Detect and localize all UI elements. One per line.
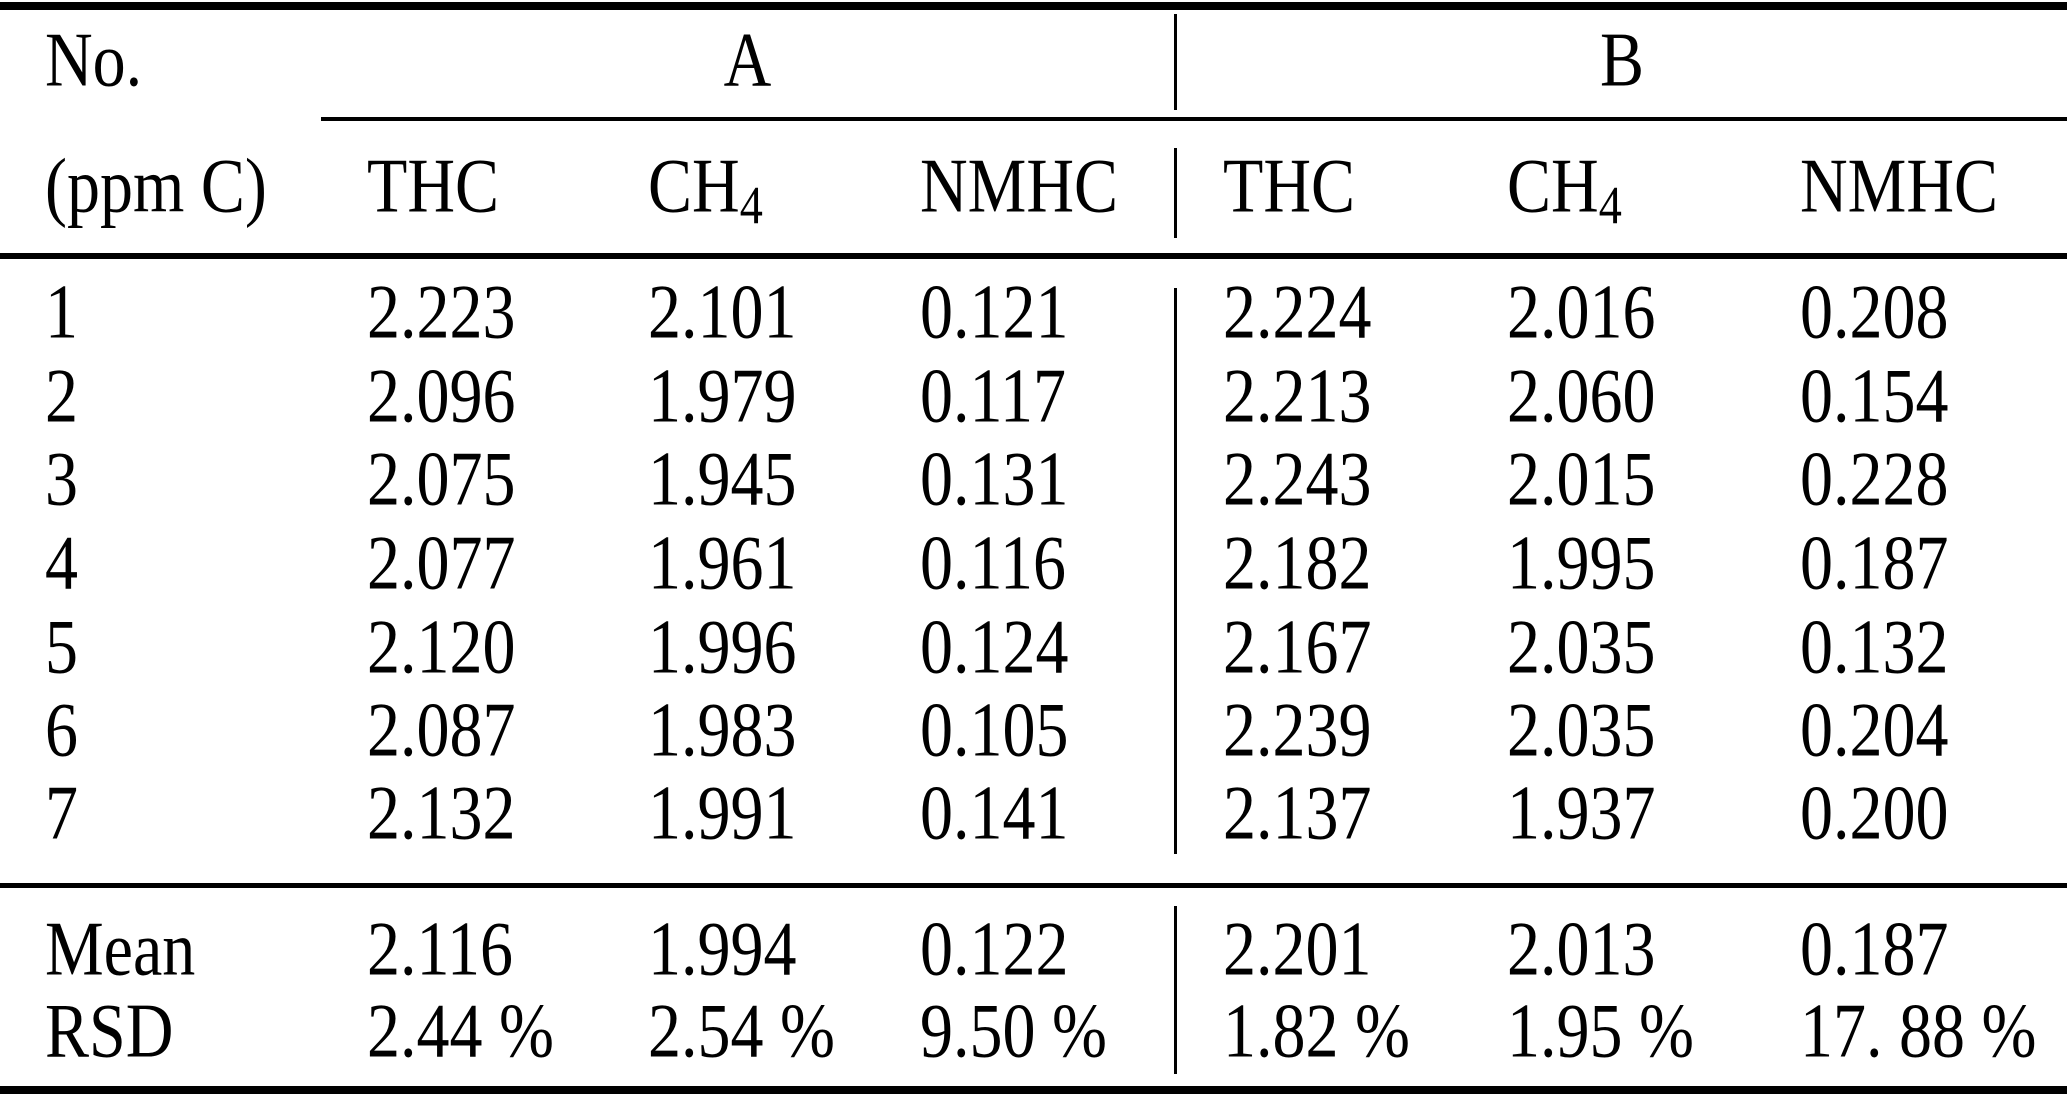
cell-b-nmhc: 17. 88 %	[1800, 988, 2037, 1075]
table-row: 3 2.075 1.945 0.131 2.243 2.015 0.228	[0, 437, 2067, 522]
col-header-ch4-b: CH4	[1507, 139, 1622, 235]
cell-b-ch4: 2.016	[1507, 269, 1656, 356]
rsd-row: RSD 2.44 % 2.54 % 9.50 % 1.82 % 1.95 % 1…	[0, 989, 2067, 1074]
header-bottom-rule	[0, 253, 2067, 259]
cell-a-ch4: 2.54 %	[648, 988, 835, 1075]
cell-b-ch4: 2.013	[1507, 906, 1656, 993]
cell-no: 3	[45, 436, 78, 523]
cell-b-ch4: 2.035	[1507, 687, 1656, 774]
cell-a-ch4: 1.945	[648, 436, 797, 523]
cell-b-ch4: 1.95 %	[1507, 988, 1694, 1075]
table-row: 7 2.132 1.991 0.141 2.137 1.937 0.200	[0, 771, 2067, 856]
cell-b-nmhc: 0.208	[1800, 269, 1949, 356]
cell-no: 1	[45, 269, 78, 356]
cell-no: 2	[45, 353, 78, 440]
col-header-nmhc-a: NMHC	[920, 143, 1119, 230]
cell-no: 5	[45, 604, 78, 691]
cell-a-thc: 2.096	[367, 353, 516, 440]
cell-a-ch4: 1.961	[648, 520, 797, 607]
cell-b-thc: 2.224	[1223, 269, 1372, 356]
cell-b-nmhc: 0.187	[1800, 520, 1949, 607]
cell-a-thc: 2.44 %	[367, 988, 554, 1075]
cell-b-thc: 2.137	[1223, 770, 1372, 857]
table-row: 6 2.087 1.983 0.105 2.239 2.035 0.204	[0, 688, 2067, 773]
cell-a-nmhc: 0.131	[920, 436, 1069, 523]
cell-b-nmhc: 0.154	[1800, 353, 1949, 440]
top-rule	[0, 2, 2067, 10]
cell-a-thc: 2.087	[367, 687, 516, 774]
table-row: 5 2.120 1.996 0.124 2.167 2.035 0.132	[0, 605, 2067, 690]
group-divider-segment	[1174, 288, 1177, 854]
cell-a-nmhc: 0.122	[920, 906, 1069, 993]
cell-a-thc: 2.223	[367, 269, 516, 356]
cell-a-nmhc: 0.121	[920, 269, 1069, 356]
cell-b-thc: 2.201	[1223, 906, 1372, 993]
cell-a-thc: 2.116	[367, 906, 514, 993]
group-a-label: A	[723, 17, 772, 104]
cell-a-ch4: 1.996	[648, 604, 797, 691]
ch4-base: CH	[1507, 143, 1599, 230]
row-label-rsd: RSD	[45, 988, 174, 1075]
cell-a-thc: 2.075	[367, 436, 516, 523]
cell-a-ch4: 1.983	[648, 687, 797, 774]
ch4-subscript: 4	[1598, 175, 1622, 236]
group-divider-segment	[1174, 906, 1177, 1074]
ch4-subscript: 4	[739, 175, 763, 236]
header-row-columns: (ppm C) THC CH4 NMHC THC CH4 NMHC	[0, 144, 2067, 233]
table-row: 2 2.096 1.979 0.117 2.213 2.060 0.154	[0, 354, 2067, 439]
group-b-label: B	[1599, 17, 1645, 104]
cell-a-nmhc: 0.117	[920, 353, 1067, 440]
header-row-groups: No. A B	[0, 18, 2067, 103]
cell-a-ch4: 1.994	[648, 906, 797, 993]
cell-no: 4	[45, 520, 78, 607]
ch4-base: CH	[648, 143, 740, 230]
cell-b-nmhc: 0.187	[1800, 906, 1949, 993]
cell-a-ch4: 1.979	[648, 353, 797, 440]
cell-no: 7	[45, 770, 78, 857]
group-divider-segment	[1174, 14, 1177, 110]
cell-b-thc: 2.239	[1223, 687, 1372, 774]
cell-b-ch4: 1.995	[1507, 520, 1656, 607]
cell-a-thc: 2.120	[367, 604, 516, 691]
cell-a-thc: 2.132	[367, 770, 516, 857]
cell-b-thc: 2.243	[1223, 436, 1372, 523]
cell-a-nmhc: 0.105	[920, 687, 1069, 774]
row-label-mean: Mean	[45, 906, 196, 993]
col-header-ch4-a: CH4	[648, 139, 763, 235]
cell-b-thc: 2.182	[1223, 520, 1372, 607]
no-header: No.	[45, 17, 143, 104]
cell-a-ch4: 2.101	[648, 269, 797, 356]
cell-b-ch4: 2.035	[1507, 604, 1656, 691]
cell-b-thc: 2.213	[1223, 353, 1372, 440]
cell-b-nmhc: 0.200	[1800, 770, 1949, 857]
cell-a-nmhc: 0.124	[920, 604, 1069, 691]
cell-b-ch4: 1.937	[1507, 770, 1656, 857]
summary-top-rule	[0, 883, 2067, 888]
group-divider-segment	[1174, 148, 1177, 238]
cell-no: 6	[45, 687, 78, 774]
table-row: 4 2.077 1.961 0.116 2.182 1.995 0.187	[0, 521, 2067, 606]
col-header-thc-a: THC	[367, 143, 499, 230]
cell-b-nmhc: 0.228	[1800, 436, 1949, 523]
cell-b-thc: 2.167	[1223, 604, 1372, 691]
cell-a-nmhc: 0.141	[920, 770, 1069, 857]
cell-b-nmhc: 0.204	[1800, 687, 1949, 774]
cell-a-thc: 2.077	[367, 520, 516, 607]
group-header-underline	[321, 117, 2067, 121]
cell-b-thc: 1.82 %	[1223, 988, 1410, 1075]
cell-b-nmhc: 0.132	[1800, 604, 1949, 691]
cell-a-ch4: 1.991	[648, 770, 797, 857]
ppmc-header: (ppm C)	[45, 143, 267, 230]
table-row: 1 2.223 2.101 0.121 2.224 2.016 0.208	[0, 270, 2067, 355]
cell-b-ch4: 2.015	[1507, 436, 1656, 523]
mean-row: Mean 2.116 1.994 0.122 2.201 2.013 0.187	[0, 907, 2067, 992]
cell-a-nmhc: 0.116	[920, 520, 1067, 607]
col-header-nmhc-b: NMHC	[1800, 143, 1999, 230]
bottom-rule	[0, 1086, 2067, 1094]
col-header-thc-b: THC	[1223, 143, 1355, 230]
cell-b-ch4: 2.060	[1507, 353, 1656, 440]
cell-a-nmhc: 9.50 %	[920, 988, 1107, 1075]
